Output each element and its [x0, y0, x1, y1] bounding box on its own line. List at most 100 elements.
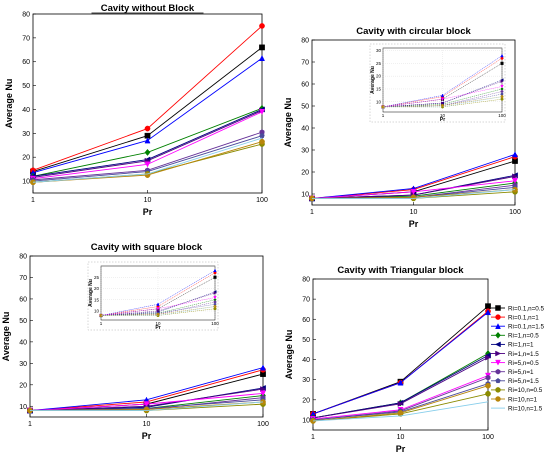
legend-marker	[495, 387, 501, 393]
y-tick-label: 20	[19, 382, 27, 389]
y-tick-label: 80	[302, 277, 310, 284]
data-point	[397, 379, 404, 386]
legend-marker	[495, 377, 501, 384]
inset-x-tick-label: 10	[440, 113, 446, 118]
x-tick-label: 1	[310, 209, 314, 216]
inset-data-point	[156, 302, 160, 306]
data-point	[259, 23, 265, 29]
inset-data-point	[500, 97, 504, 101]
inset-data-point	[213, 291, 217, 295]
data-point	[260, 386, 267, 393]
inset-data-point	[500, 79, 504, 83]
legend-label: Ri=5,n=1	[508, 369, 534, 376]
x-axis-label: Pr	[142, 431, 152, 441]
x-tick-label: 100	[257, 421, 269, 428]
y-tick-label: 80	[19, 254, 27, 261]
y-tick-label: 40	[19, 339, 27, 346]
series-line	[312, 189, 516, 199]
y-tick-label: 60	[22, 59, 30, 66]
y-tick-label: 30	[301, 148, 309, 155]
inset-x-tick-label: 100	[498, 113, 506, 118]
inset-y-tick-label: 20	[376, 74, 382, 79]
y-axis-label: Average Nu	[283, 98, 293, 148]
legend-marker	[495, 359, 501, 366]
chart-title: Cavity without Block	[101, 3, 195, 14]
series-line	[312, 310, 489, 415]
inset-series-line	[382, 63, 503, 108]
y-tick-label: 70	[301, 60, 309, 67]
chart-title: Cavity with circular block	[356, 26, 471, 37]
inset-series-line	[100, 297, 216, 316]
x-axis-label: Pr	[409, 219, 419, 229]
inset-data-point	[213, 275, 217, 279]
y-tick-label: 80	[22, 12, 30, 19]
data-point	[144, 148, 151, 156]
inset-y-tick-label: 20	[94, 286, 100, 291]
y-tick-label: 50	[19, 318, 27, 325]
inset-x-tick-label: 1	[100, 321, 103, 326]
series-line	[312, 305, 489, 415]
inset-data-point	[500, 61, 504, 65]
legend-label: Ri=10,n=1.5	[508, 405, 543, 412]
legend-label: Ri=5,n=0.5	[508, 360, 539, 367]
y-tick-label: 10	[302, 417, 310, 424]
data-point	[259, 138, 265, 145]
inset-y-axis-label: Average Nu	[88, 279, 94, 307]
y-tick-label: 50	[301, 104, 309, 111]
x-tick-label: 10	[397, 434, 405, 441]
data-point	[512, 173, 519, 180]
x-tick-label: 1	[311, 434, 315, 441]
x-axis-label: Pr	[143, 207, 153, 217]
y-axis-label: Average Nu	[284, 330, 294, 380]
legend-label: Ri=10,n=0.5	[508, 387, 543, 394]
y-tick-label: 50	[22, 83, 30, 90]
y-tick-label: 20	[302, 397, 310, 404]
data-point	[258, 109, 266, 116]
inset-data-point	[440, 93, 445, 97]
y-tick-label: 60	[301, 82, 309, 89]
legend-label: Ri=1,n=1	[508, 342, 534, 349]
inset-y-tick-label: 10	[94, 309, 100, 314]
data-point	[511, 151, 519, 158]
inset-x-tick-label: 100	[211, 321, 219, 326]
chart-title: Cavity with Triangular block	[337, 265, 464, 276]
data-point	[397, 410, 404, 416]
inset-data-point	[440, 101, 445, 105]
inset-x-tick-label: 1	[382, 113, 385, 118]
series-line	[312, 401, 489, 422]
y-axis-label: Average Nu	[1, 312, 11, 362]
data-point	[410, 194, 417, 201]
legend-marker	[495, 305, 501, 311]
legend-marker	[495, 314, 501, 320]
legend-marker	[494, 341, 501, 348]
data-point	[485, 303, 491, 310]
x-tick-label: 100	[509, 209, 521, 216]
inset-y-tick-label: 30	[376, 48, 382, 53]
data-point	[259, 364, 267, 371]
inset-data-point	[156, 307, 160, 311]
inset-series-line	[382, 79, 503, 108]
y-tick-label: 30	[302, 377, 310, 384]
inset-data-point	[500, 95, 504, 99]
inset-y-tick-label: 25	[376, 61, 382, 66]
inset-data-point	[440, 97, 445, 102]
y-tick-label: 70	[19, 275, 27, 282]
data-point	[484, 309, 492, 316]
inset-data-point	[213, 302, 217, 306]
inset-data-point	[500, 84, 504, 89]
inset-series-line	[382, 91, 503, 108]
y-tick-label: 60	[302, 317, 310, 324]
y-tick-label: 80	[301, 38, 309, 45]
data-point	[485, 382, 491, 389]
y-tick-label: 10	[22, 179, 30, 186]
data-point	[485, 390, 491, 397]
inset-x-axis-label: Pr	[155, 325, 160, 331]
legend-label: Ri=10,n=1	[508, 396, 538, 403]
y-tick-label: 40	[301, 126, 309, 133]
legend-marker	[495, 396, 501, 402]
inset-series-line	[382, 88, 503, 108]
data-point	[511, 177, 519, 184]
inset-series-line	[382, 86, 503, 108]
y-tick-label: 10	[301, 192, 309, 199]
